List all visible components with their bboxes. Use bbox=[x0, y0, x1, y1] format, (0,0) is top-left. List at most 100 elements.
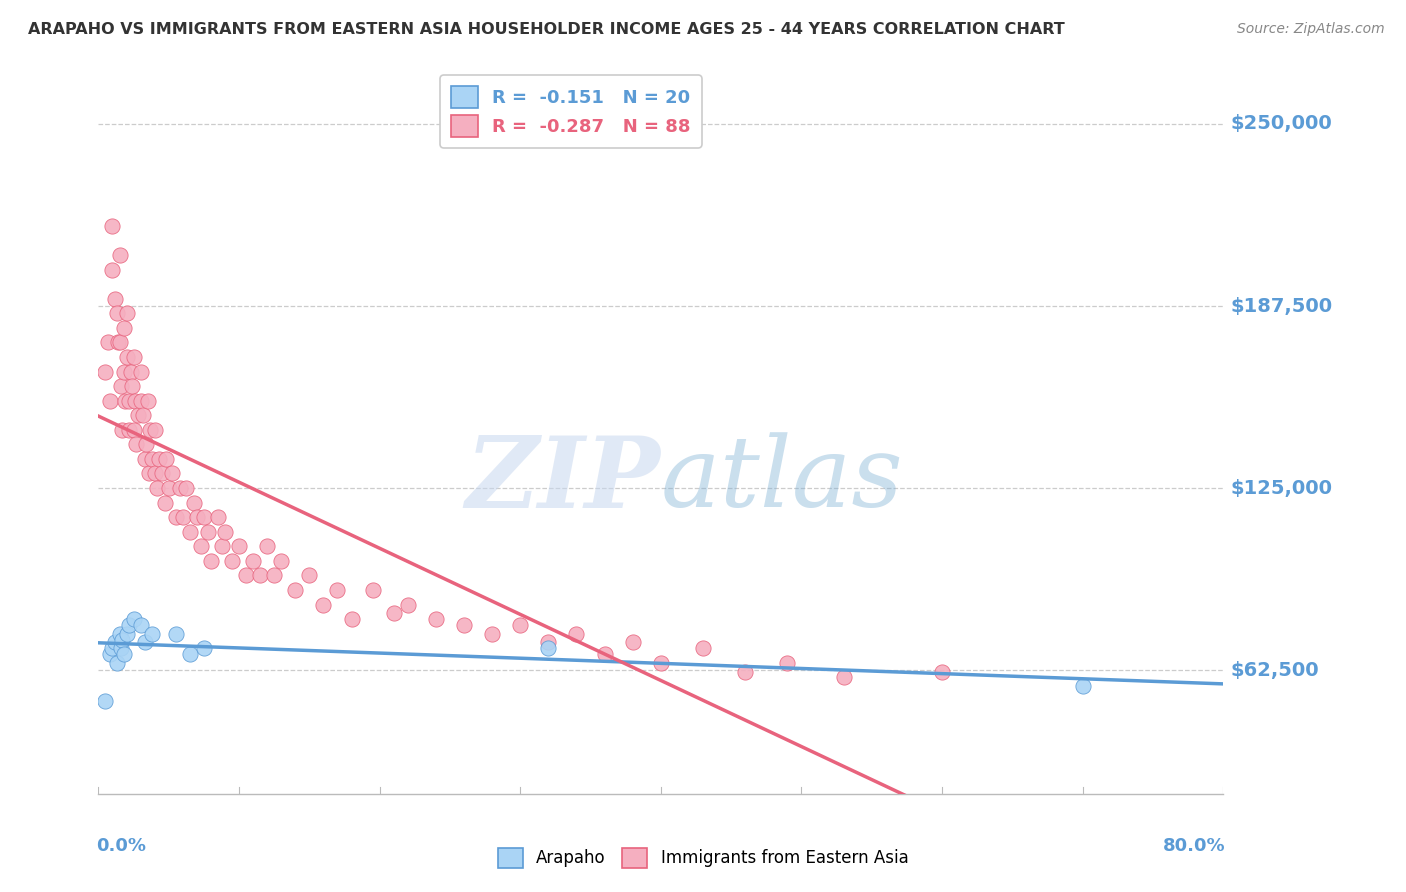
Text: 80.0%: 80.0% bbox=[1163, 837, 1226, 855]
Point bbox=[101, 641, 124, 656]
Point bbox=[110, 641, 132, 656]
Point bbox=[146, 481, 169, 495]
Point bbox=[174, 481, 197, 495]
Point bbox=[593, 647, 616, 661]
Point bbox=[150, 467, 173, 481]
Point bbox=[481, 626, 503, 640]
Point bbox=[221, 554, 243, 568]
Point bbox=[298, 568, 321, 582]
Point bbox=[97, 335, 120, 350]
Point bbox=[111, 632, 134, 647]
Point bbox=[122, 423, 145, 437]
Point bbox=[396, 598, 419, 612]
Point bbox=[193, 641, 215, 656]
Text: atlas: atlas bbox=[661, 433, 904, 527]
Point bbox=[692, 641, 714, 656]
Point bbox=[127, 409, 149, 423]
Point bbox=[94, 365, 117, 379]
Point bbox=[135, 437, 157, 451]
Point bbox=[165, 626, 187, 640]
Point bbox=[141, 451, 163, 466]
Point bbox=[734, 665, 756, 679]
Point bbox=[134, 635, 156, 649]
Point bbox=[621, 635, 644, 649]
Point bbox=[931, 665, 953, 679]
Point bbox=[118, 423, 141, 437]
Point bbox=[361, 582, 384, 597]
Point bbox=[509, 618, 531, 632]
Point bbox=[193, 510, 215, 524]
Point bbox=[183, 495, 205, 509]
Point bbox=[112, 321, 135, 335]
Point bbox=[155, 451, 177, 466]
Point bbox=[270, 554, 292, 568]
Point bbox=[114, 393, 136, 408]
Point bbox=[105, 306, 128, 320]
Point bbox=[101, 219, 124, 233]
Point bbox=[107, 335, 129, 350]
Point bbox=[186, 510, 208, 524]
Point bbox=[115, 626, 138, 640]
Point bbox=[190, 539, 212, 553]
Text: Source: ZipAtlas.com: Source: ZipAtlas.com bbox=[1237, 22, 1385, 37]
Point bbox=[115, 306, 138, 320]
Point bbox=[110, 379, 132, 393]
Point bbox=[104, 292, 127, 306]
Point bbox=[112, 365, 135, 379]
Point bbox=[101, 262, 124, 277]
Point bbox=[124, 393, 146, 408]
Point bbox=[160, 467, 183, 481]
Point bbox=[157, 481, 180, 495]
Point bbox=[169, 481, 191, 495]
Text: $62,500: $62,500 bbox=[1230, 661, 1319, 680]
Point bbox=[326, 582, 349, 597]
Point bbox=[129, 365, 152, 379]
Point bbox=[122, 350, 145, 364]
Point bbox=[425, 612, 447, 626]
Point bbox=[284, 582, 307, 597]
Point bbox=[118, 618, 141, 632]
Point bbox=[776, 656, 799, 670]
Point bbox=[382, 607, 405, 621]
Point bbox=[94, 694, 117, 708]
Text: 0.0%: 0.0% bbox=[96, 837, 146, 855]
Point bbox=[214, 524, 236, 539]
Point bbox=[108, 626, 131, 640]
Legend: Arapaho, Immigrants from Eastern Asia: Arapaho, Immigrants from Eastern Asia bbox=[491, 841, 915, 875]
Point bbox=[200, 554, 222, 568]
Point bbox=[115, 350, 138, 364]
Point bbox=[179, 524, 201, 539]
Point bbox=[121, 379, 143, 393]
Point bbox=[650, 656, 672, 670]
Point bbox=[120, 365, 142, 379]
Point bbox=[172, 510, 194, 524]
Point bbox=[249, 568, 271, 582]
Point bbox=[832, 670, 855, 684]
Point bbox=[118, 393, 141, 408]
Point bbox=[143, 423, 166, 437]
Point bbox=[98, 393, 121, 408]
Point bbox=[565, 626, 588, 640]
Text: ZIP: ZIP bbox=[465, 432, 661, 528]
Point bbox=[242, 554, 264, 568]
Point bbox=[197, 524, 219, 539]
Text: $250,000: $250,000 bbox=[1230, 114, 1331, 134]
Legend: R =  -0.151   N = 20, R =  -0.287   N = 88: R = -0.151 N = 20, R = -0.287 N = 88 bbox=[440, 75, 702, 148]
Point bbox=[122, 612, 145, 626]
Point bbox=[340, 612, 363, 626]
Point bbox=[228, 539, 250, 553]
Point bbox=[139, 423, 162, 437]
Text: ARAPAHO VS IMMIGRANTS FROM EASTERN ASIA HOUSEHOLDER INCOME AGES 25 - 44 YEARS CO: ARAPAHO VS IMMIGRANTS FROM EASTERN ASIA … bbox=[28, 22, 1064, 37]
Point bbox=[129, 393, 152, 408]
Point bbox=[105, 656, 128, 670]
Point bbox=[153, 495, 176, 509]
Point bbox=[235, 568, 257, 582]
Text: $187,500: $187,500 bbox=[1230, 296, 1333, 316]
Point bbox=[453, 618, 475, 632]
Point bbox=[211, 539, 233, 553]
Point bbox=[537, 641, 560, 656]
Point bbox=[111, 423, 134, 437]
Point bbox=[112, 647, 135, 661]
Point bbox=[138, 467, 160, 481]
Point bbox=[537, 635, 560, 649]
